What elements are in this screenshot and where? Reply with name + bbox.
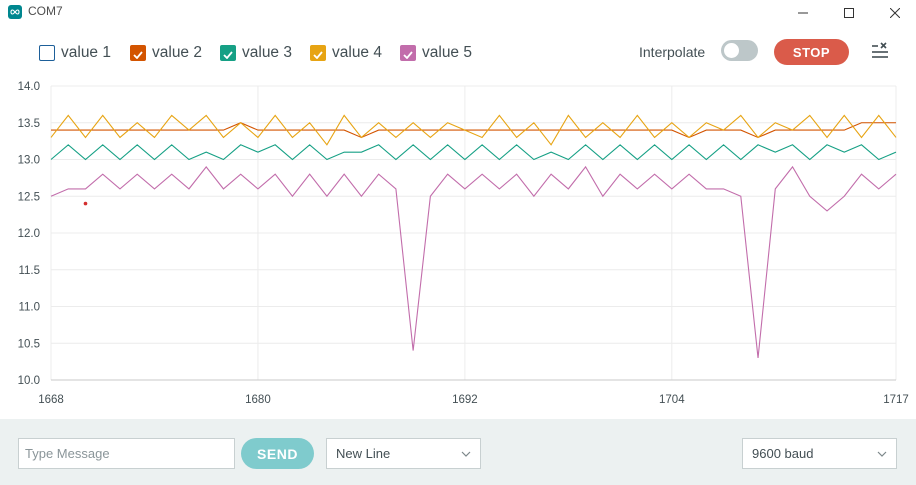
x-tick-label: 1680 xyxy=(245,394,271,406)
y-tick-label: 11.5 xyxy=(18,265,40,277)
legend-label: value 3 xyxy=(242,44,292,61)
baud-rate-select[interactable]: 9600 baud xyxy=(742,438,897,469)
y-tick-label: 10.0 xyxy=(18,375,40,387)
minimize-icon xyxy=(798,3,808,22)
y-tick-label: 12.5 xyxy=(18,191,40,203)
series-line-value-2 xyxy=(51,122,896,139)
x-tick-label: 1717 xyxy=(883,394,909,406)
x-tick-label: 1692 xyxy=(452,394,478,406)
message-input[interactable] xyxy=(18,438,235,469)
maximize-icon xyxy=(844,3,854,22)
legend-item-value-2[interactable]: value 2 xyxy=(130,44,202,62)
legend-item-value-1[interactable]: value 1 xyxy=(39,44,111,62)
series-line-value-3 xyxy=(50,144,897,161)
y-tick-label: 12.0 xyxy=(18,228,40,240)
legend-label: value 5 xyxy=(422,44,472,61)
serial-input-bar: SEND New Line 9600 baud xyxy=(0,419,916,485)
interpolate-label: Interpolate xyxy=(639,44,706,60)
minimize-button[interactable] xyxy=(780,0,826,24)
stop-button[interactable]: STOP xyxy=(774,39,849,65)
y-tick-label: 14.0 xyxy=(18,81,40,93)
interpolate-toggle[interactable] xyxy=(721,40,758,61)
legend-label: value 4 xyxy=(332,44,382,61)
y-tick-label: 13.5 xyxy=(18,118,40,130)
clear-list-icon xyxy=(868,42,892,67)
legend-item-value-3[interactable]: value 3 xyxy=(220,44,292,62)
clear-button[interactable] xyxy=(868,41,892,63)
close-icon xyxy=(889,3,901,22)
title-bar: COM7 xyxy=(0,0,916,24)
x-tick-label: 1668 xyxy=(38,394,64,406)
close-button[interactable] xyxy=(872,0,916,24)
x-tick-label: 1704 xyxy=(659,394,685,406)
arduino-infinity-icon xyxy=(8,5,22,19)
legend-checkbox[interactable] xyxy=(400,45,416,61)
maximize-button[interactable] xyxy=(826,0,872,24)
plotter-toolbar: value 1 value 2 value 3 value 4 value 5 xyxy=(0,24,916,80)
legend-item-value-4[interactable]: value 4 xyxy=(310,44,382,62)
toggle-knob xyxy=(724,43,739,58)
legend-checkbox[interactable] xyxy=(39,45,55,61)
legend-label: value 2 xyxy=(152,44,202,61)
legend-item-value-5[interactable]: value 5 xyxy=(400,44,472,62)
data-point xyxy=(83,201,88,206)
chevron-down-icon xyxy=(876,448,888,463)
window-title: COM7 xyxy=(28,4,63,18)
chevron-down-icon xyxy=(460,448,472,463)
series-line-value-4 xyxy=(50,114,897,146)
serial-plot-chart: 10.0 10.5 11.0 11.5 12.0 12.5 13.0 13.5 14.0 166… xyxy=(18,81,909,406)
check-icon xyxy=(133,44,143,63)
line-ending-select[interactable]: New Line xyxy=(326,438,481,469)
y-tick-label: 10.5 xyxy=(18,338,40,350)
y-tick-label: 11.0 xyxy=(18,302,40,314)
send-button[interactable]: SEND xyxy=(241,438,314,469)
check-icon xyxy=(313,44,323,63)
baud-rate-value: 9600 baud xyxy=(752,446,814,461)
legend-label: value 1 xyxy=(61,44,111,61)
legend-checkbox[interactable] xyxy=(130,45,146,61)
check-icon xyxy=(223,44,233,63)
legend-checkbox[interactable] xyxy=(310,45,326,61)
line-ending-value: New Line xyxy=(336,446,391,461)
check-icon xyxy=(403,44,413,63)
series-line-value-5 xyxy=(50,165,897,359)
legend-checkbox[interactable] xyxy=(220,45,236,61)
y-tick-label: 13.0 xyxy=(18,155,40,167)
